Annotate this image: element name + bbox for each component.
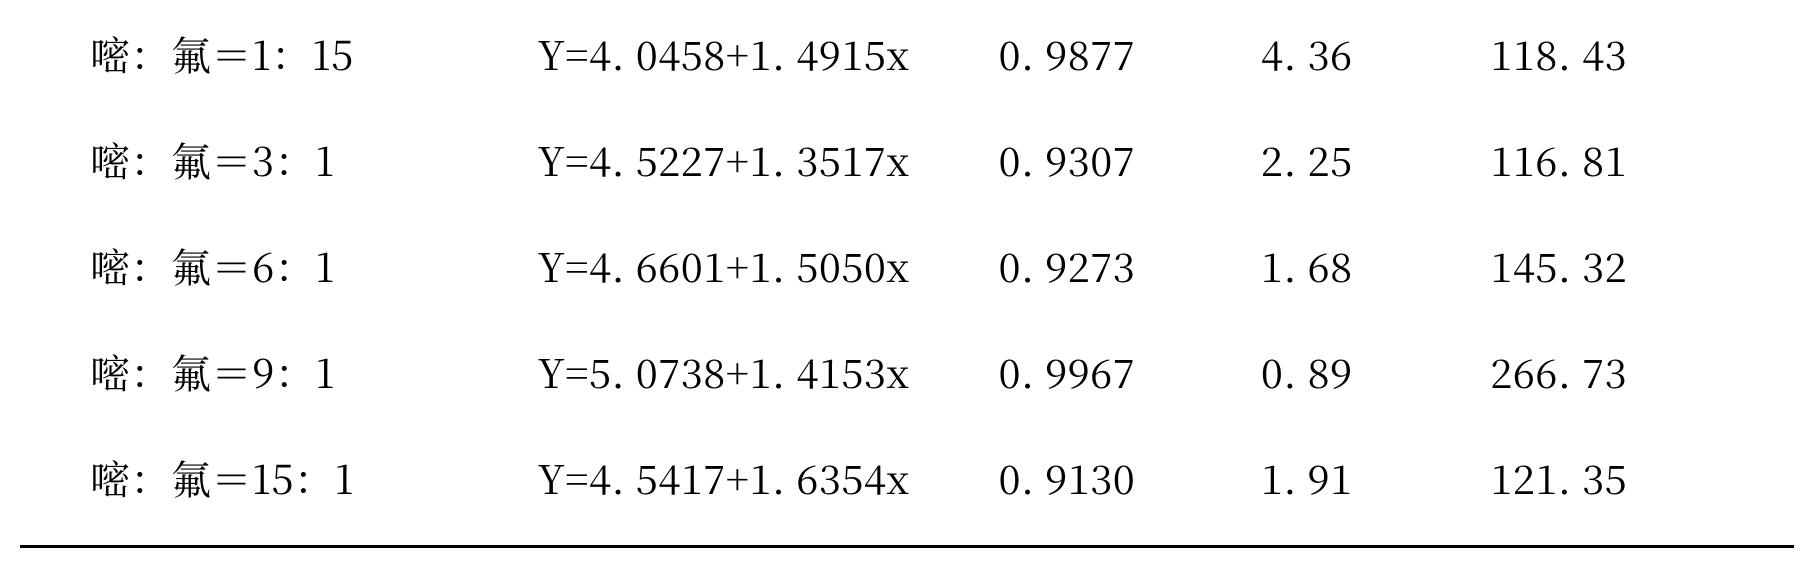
cell-equation: Y=4. 6601+1. 5050x — [537, 212, 997, 318]
cell-equation: Y=4. 5227+1. 3517x — [537, 106, 997, 212]
cell-ratio: 嘧：氟＝1：15 — [0, 0, 537, 106]
table-row: 嘧：氟＝9：1 Y=5. 0738+1. 4153x 0. 9967 0. 89… — [0, 318, 1814, 424]
cell-v2: 145. 32 — [1489, 212, 1814, 318]
cell-ratio: 嘧：氟＝9：1 — [0, 318, 537, 424]
cell-ratio: 嘧：氟＝3：1 — [0, 106, 537, 212]
cell-v2: 121. 35 — [1489, 424, 1814, 530]
cell-v2: 266. 73 — [1489, 318, 1814, 424]
table-row: 嘧：氟＝6：1 Y=4. 6601+1. 5050x 0. 9273 1. 68… — [0, 212, 1814, 318]
cell-r: 0. 9877 — [997, 0, 1259, 106]
cell-v1: 2. 25 — [1260, 106, 1490, 212]
cell-r: 0. 9130 — [997, 424, 1259, 530]
data-table: 嘧：氟＝1：15 Y=4. 0458+1. 4915x 0. 9877 4. 3… — [0, 0, 1814, 530]
cell-ratio: 嘧：氟＝15：1 — [0, 424, 537, 530]
table-row: 嘧：氟＝3：1 Y=4. 5227+1. 3517x 0. 9307 2. 25… — [0, 106, 1814, 212]
cell-v1: 4. 36 — [1260, 0, 1490, 106]
cell-r: 0. 9967 — [997, 318, 1259, 424]
cell-r: 0. 9307 — [997, 106, 1259, 212]
cell-v1: 1. 91 — [1260, 424, 1490, 530]
cell-equation: Y=5. 0738+1. 4153x — [537, 318, 997, 424]
cell-equation: Y=4. 5417+1. 6354x — [537, 424, 997, 530]
cell-v1: 1. 68 — [1260, 212, 1490, 318]
page: 嘧：氟＝1：15 Y=4. 0458+1. 4915x 0. 9877 4. 3… — [0, 0, 1814, 564]
cell-v2: 118. 43 — [1489, 0, 1814, 106]
cell-r: 0. 9273 — [997, 212, 1259, 318]
cell-v1: 0. 89 — [1260, 318, 1490, 424]
table-row: 嘧：氟＝15：1 Y=4. 5417+1. 6354x 0. 9130 1. 9… — [0, 424, 1814, 530]
table-body: 嘧：氟＝1：15 Y=4. 0458+1. 4915x 0. 9877 4. 3… — [0, 0, 1814, 530]
cell-ratio: 嘧：氟＝6：1 — [0, 212, 537, 318]
bottom-rule — [20, 545, 1794, 548]
table-row: 嘧：氟＝1：15 Y=4. 0458+1. 4915x 0. 9877 4. 3… — [0, 0, 1814, 106]
cell-v2: 116. 81 — [1489, 106, 1814, 212]
cell-equation: Y=4. 0458+1. 4915x — [537, 0, 997, 106]
